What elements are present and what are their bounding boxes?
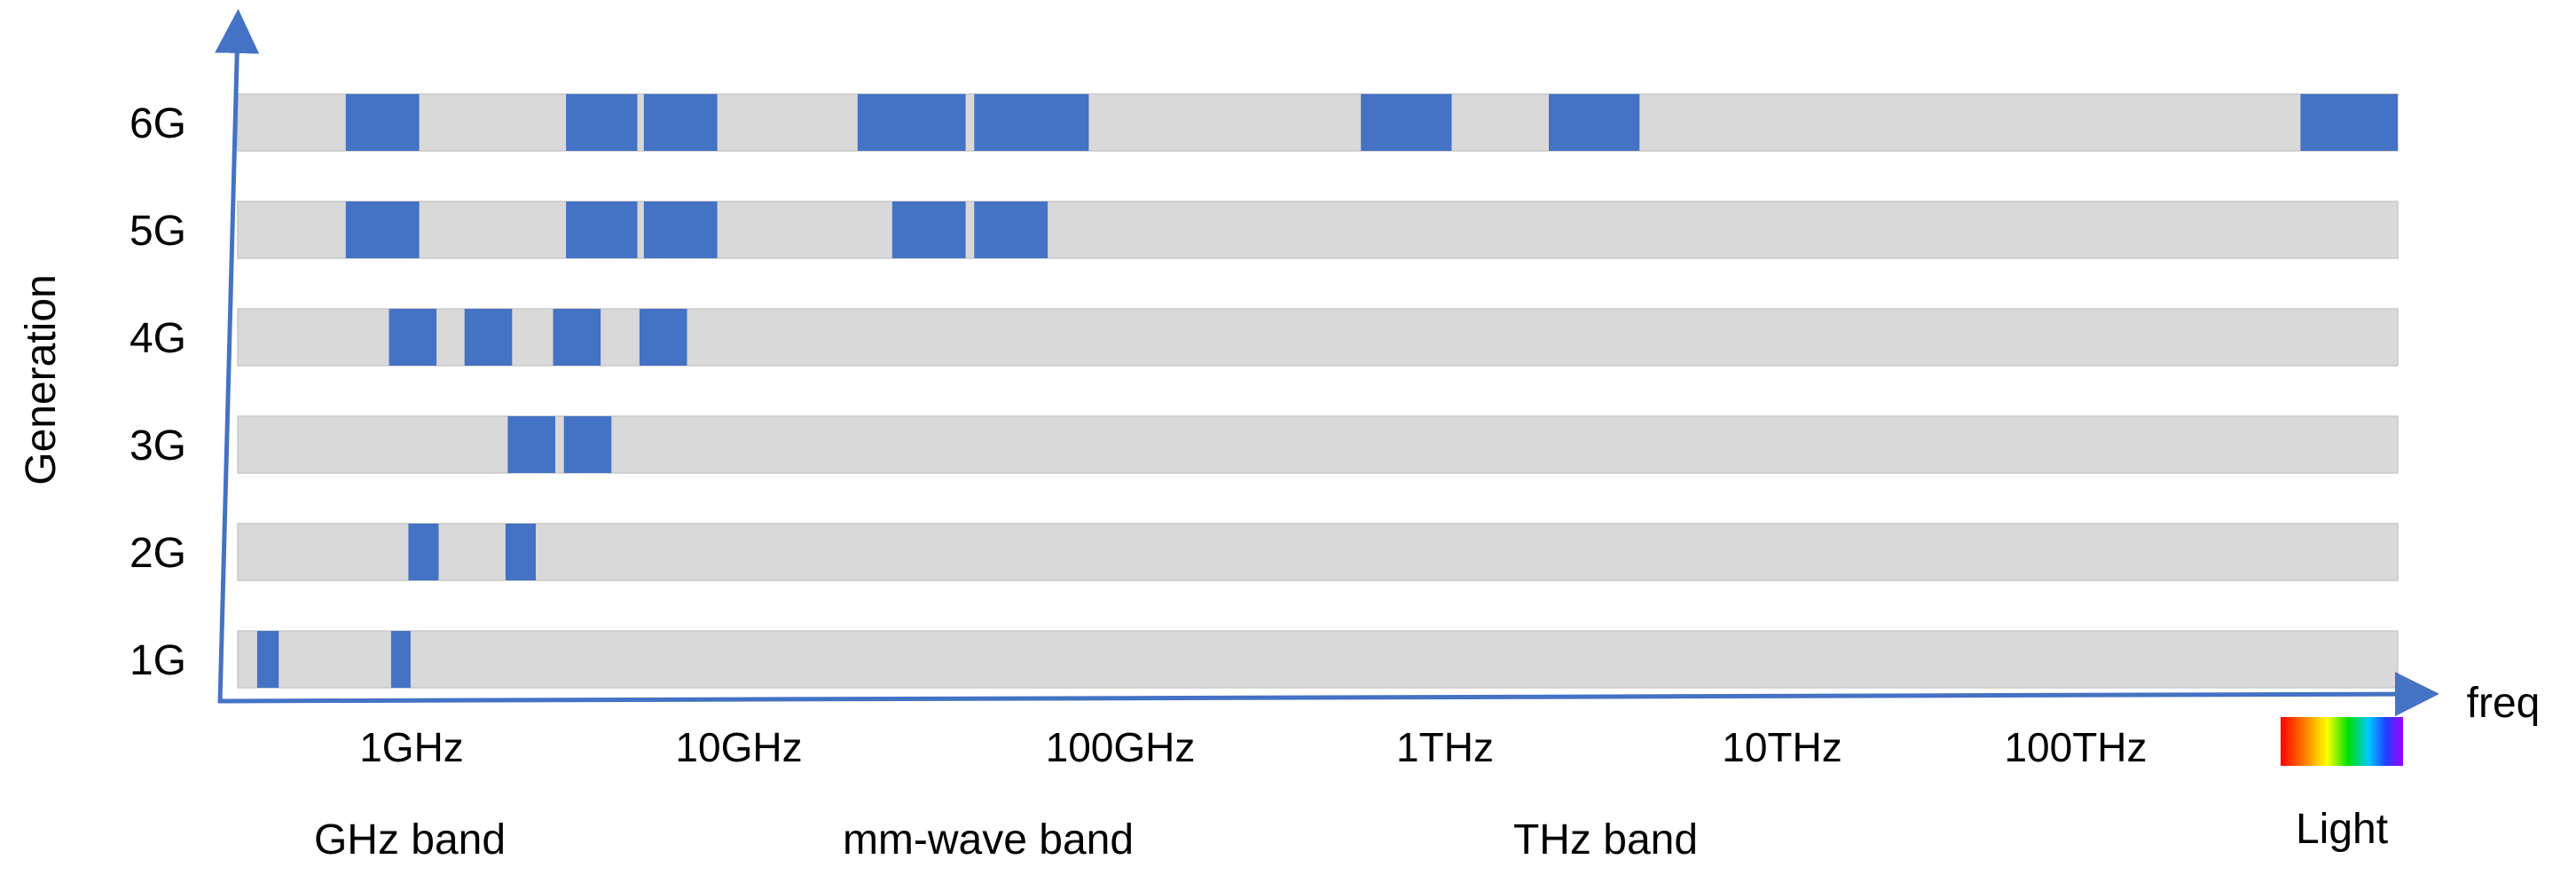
band-block-6g-8 xyxy=(2300,94,2398,151)
generation-rows: 6G 5G 4G 3G 2G 1G xyxy=(130,93,2399,689)
band-label-mm-wave: mm-wave band xyxy=(843,816,1134,863)
track-6g xyxy=(237,93,2399,152)
tick-label-10ghz: 10GHz xyxy=(675,724,802,770)
band-block-4g-2 xyxy=(464,309,513,366)
band-block-4g-3 xyxy=(553,309,601,366)
band-label-ghz: GHz band xyxy=(314,816,506,863)
band-block-6g-3 xyxy=(643,94,718,151)
generation-label-2g: 2G xyxy=(130,530,186,577)
tick-label-1thz: 1THz xyxy=(1396,724,1494,770)
generation-label-1g: 1G xyxy=(130,637,186,684)
tick-label-100thz: 100THz xyxy=(2004,724,2147,770)
band-block-2g-2 xyxy=(505,524,536,580)
track-3g xyxy=(237,415,2399,474)
band-block-6g-7 xyxy=(1549,94,1640,151)
band-block-4g-4 xyxy=(639,309,687,366)
band-block-6g-5 xyxy=(974,94,1089,151)
band-block-6g-1 xyxy=(345,94,420,151)
band-label-thz: THz band xyxy=(1513,816,1698,863)
y-axis-label: Generation xyxy=(18,274,65,485)
generation-label-3g: 3G xyxy=(130,422,186,469)
track-2g xyxy=(237,523,2399,581)
band-block-1g-1 xyxy=(256,631,279,688)
band-block-5g-2 xyxy=(566,201,638,258)
band-block-5g-5 xyxy=(974,201,1048,258)
band-block-1g-2 xyxy=(390,631,411,688)
tick-label-10thz: 10THz xyxy=(1722,724,1842,770)
band-block-6g-6 xyxy=(1361,94,1452,151)
band-block-3g-1 xyxy=(507,416,555,473)
generation-label-6g: 6G xyxy=(130,100,186,147)
x-axis-line xyxy=(217,672,2439,717)
track-5g xyxy=(237,201,2399,259)
band-block-3g-2 xyxy=(563,416,612,473)
band-block-5g-1 xyxy=(345,201,420,258)
band-block-5g-4 xyxy=(891,201,966,258)
tick-label-100ghz: 100GHz xyxy=(1046,724,1196,770)
generation-label-5g: 5G xyxy=(130,208,186,255)
tick-label-1ghz: 1GHz xyxy=(359,724,464,770)
y-axis-line xyxy=(215,9,260,704)
visible-spectrum-swatch xyxy=(2281,717,2403,766)
band-block-2g-1 xyxy=(408,524,439,580)
track-1g xyxy=(237,630,2399,689)
generation-label-4g: 4G xyxy=(130,315,186,362)
band-block-6g-4 xyxy=(857,94,966,151)
band-label-light: Light xyxy=(2296,806,2388,853)
band-block-5g-3 xyxy=(643,201,718,258)
band-block-4g-1 xyxy=(389,309,437,366)
x-axis-label: freq xyxy=(2467,680,2541,727)
band-block-6g-2 xyxy=(566,94,638,151)
